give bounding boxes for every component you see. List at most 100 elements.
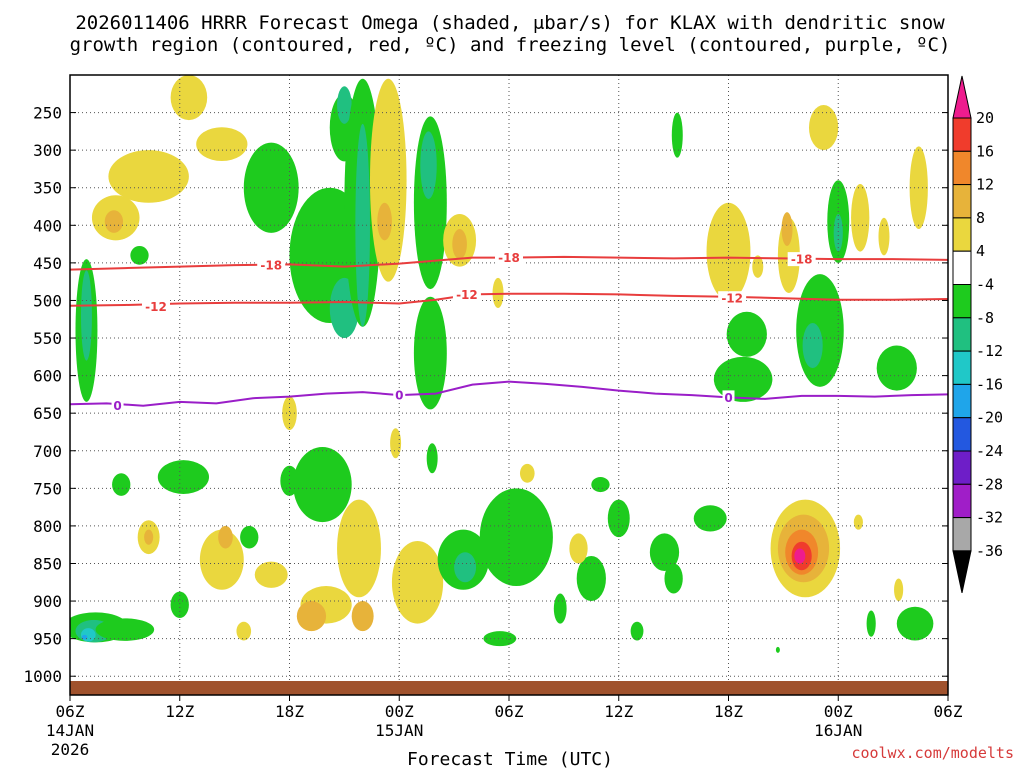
colorbar-top-arrow [952,75,972,119]
omega-feature [794,548,806,564]
omega-feature [483,631,517,647]
contour-label-bg [718,291,747,306]
colorbar-segment [952,517,972,552]
colorbar-tick-label: -12 [976,342,1003,360]
omega-feature [351,601,374,632]
contour-label-bg [393,388,406,403]
grid-lines [70,75,948,695]
colorbar-tick-label: 4 [976,242,985,260]
colorbar-segment [952,317,972,352]
x-tick-label: 00Z [824,702,853,721]
colorbar-tick-label: -16 [976,375,1003,393]
colorbar-tick-label: -24 [976,442,1003,460]
x-tick-label: 18Z [275,702,304,721]
y-axis-ticks: 250 300 350 400 450 500 550 600 650 700 750 800 850 9… [23,104,948,686]
y-tick-label: 800 [33,517,62,536]
contour-line [70,380,948,407]
x-tick-label: 06Z [934,702,963,721]
y-tick-label: 450 [33,254,62,273]
omega-feature [243,142,299,233]
colorbar-tick-label: 12 [976,176,994,194]
omega-feature [337,499,381,598]
contour-label-bg [141,299,170,314]
colorbar: 20 16 12 8 4 -4 -8 -12 -16 -20 -24 -28 -32 -36 [952,75,1003,594]
omega-feature [775,646,780,653]
contour-label: 0 [395,389,403,403]
omega-feature [693,505,727,532]
omega-feature [337,86,352,124]
omega-feature [199,529,244,590]
y-tick-label: 650 [33,404,62,423]
colorbar-tick-label: -28 [976,475,1003,493]
omega-feature [452,229,467,260]
y-tick-label: 500 [33,291,62,310]
omega-feature [866,610,876,637]
y-tick-label: 700 [33,442,62,461]
omega-feature [519,463,535,483]
omega-feature [218,525,233,549]
omega-feature [157,460,210,494]
contour-label-bg [111,398,124,413]
y-tick-label: 850 [33,554,62,573]
contour-line [70,292,948,307]
colorbar-segment [952,483,972,519]
contour-label-bg [495,250,523,265]
y-tick-label: 550 [33,329,62,348]
colorbar-segment [952,150,972,186]
omega-feature [894,578,904,602]
chart-title-line2: growth region (contoured, red, ºC) and f… [70,34,951,56]
omega-shading [70,75,934,653]
omega-feature [254,561,288,588]
omega-feature [95,618,155,641]
colorbar-segment [952,417,972,452]
omega-feature [80,270,92,361]
contour-label-bg [257,258,286,273]
y-tick-label: 600 [33,367,62,386]
colorbar-segment [952,217,972,252]
omega-feature [607,499,630,538]
omega-feature [236,621,252,641]
colorbar-segment [952,450,972,485]
contour-label: -12 [145,300,167,314]
colorbar-tick-label: -32 [976,509,1003,527]
chart-title-line1: 2026011406 HRRR Forecast Omega (shaded, … [75,12,945,34]
omega-feature [420,131,437,199]
colorbar-segment [952,350,972,385]
omega-feature [576,555,606,602]
omega-feature [377,202,392,241]
omega-feature [369,78,407,282]
omega-feature [130,245,149,265]
colorbar-segment [952,117,972,152]
omega-feature [878,217,890,256]
x-axis-label: Forecast Time (UTC) [407,749,613,768]
colorbar-segment [952,284,972,319]
x-tick-label: 12Z [165,702,194,721]
omega-feature [569,533,588,564]
omega-feature [752,255,764,278]
y-tick-label: 400 [33,216,62,235]
colorbar-segment [952,250,972,285]
omega-feature [553,593,567,624]
x-tick-label: 06Z [495,702,524,721]
omega-feature [876,345,917,391]
omega-feature [808,105,839,151]
colorbar-tick-label: -20 [976,409,1003,427]
contour-label: -12 [721,292,743,306]
contour-label: -18 [498,251,520,265]
x-tick-date: 14JAN [46,721,94,740]
omega-feature [296,601,327,632]
y-tick-label: 1000 [23,667,62,686]
contour-label: 0 [724,391,732,405]
y-tick-label: 350 [33,179,62,198]
omega-feature [170,75,208,121]
ground-strip [70,681,948,695]
x-tick-label: 18Z [714,702,743,721]
omega-feature [282,396,297,431]
omega-feature [802,323,823,369]
colorbar-segment [952,383,972,419]
contour-label: -12 [456,288,478,302]
y-tick-label: 300 [33,141,62,160]
x-tick-date: 16JAN [814,721,862,740]
omega-feature [726,311,767,357]
